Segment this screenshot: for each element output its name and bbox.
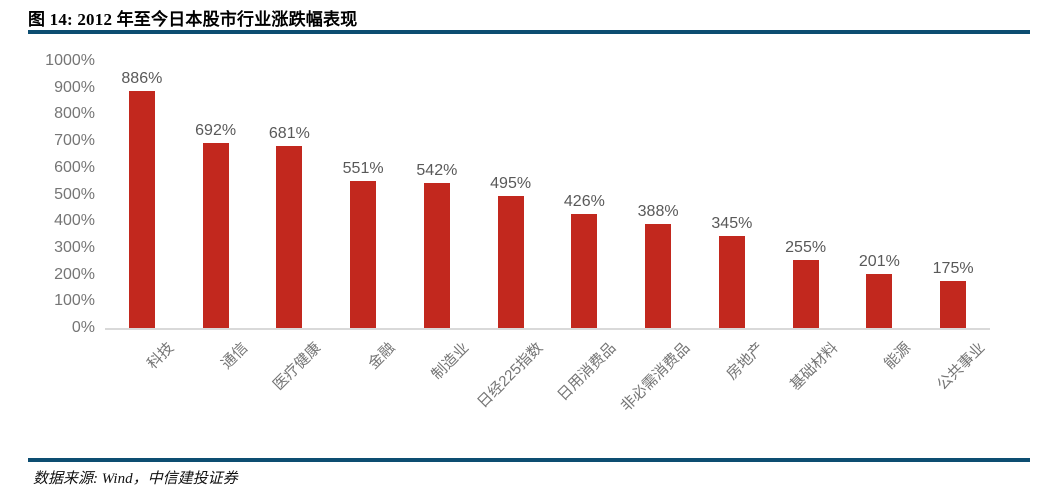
footer-rule [28, 458, 1030, 462]
x-axis-category: 公共事业 [916, 334, 990, 446]
category-label: 公共事业 [933, 339, 989, 394]
x-axis-category: 通信 [179, 334, 253, 446]
bar-value-label: 388% [637, 203, 679, 221]
x-axis-labels: 科技 通信 医疗健康 金融 制造业 日经225指数 日用消费品 非必需消费品 房地产 基础材料 能源… [105, 334, 990, 446]
y-tick-label: 100% [54, 292, 95, 310]
bar-column: 495% [474, 63, 548, 328]
bar-column: 551% [326, 63, 400, 328]
bar-value-label: 886% [121, 70, 163, 88]
category-label: 基础材料 [786, 339, 841, 394]
category-label: 通信 [217, 339, 251, 373]
category-label: 非必需消费品 [617, 339, 694, 415]
bar-value-label: 345% [711, 214, 753, 232]
bar [940, 281, 967, 328]
title-rule [28, 30, 1030, 34]
bar-value-label: 692% [195, 122, 237, 140]
bar-value-label: 542% [416, 162, 458, 180]
bar-column: 426% [548, 63, 622, 328]
bar-value-label: 551% [342, 159, 384, 177]
bar-column: 886% [105, 63, 179, 328]
bar-chart: 0% 100% 200% 300% 400% 500% 600% 700% 800% 900% 10… [45, 53, 990, 336]
y-tick-label: 1000% [45, 52, 95, 69]
y-tick-label: 400% [54, 212, 95, 230]
bar [202, 143, 229, 328]
category-label: 制造业 [428, 339, 473, 384]
x-axis-category: 制造业 [400, 334, 474, 446]
bar-value-label: 681% [268, 125, 310, 143]
x-axis-category: 非必需消费品 [617, 334, 695, 446]
bar [128, 91, 155, 328]
y-tick-label: 800% [54, 105, 95, 123]
x-axis-category: 日经225指数 [474, 334, 548, 446]
x-axis-category: 日用消费品 [548, 334, 622, 446]
bar-value-label: 175% [932, 260, 974, 278]
bar-column: 201% [843, 63, 917, 328]
bar-column: 255% [769, 63, 843, 328]
bar [423, 183, 450, 328]
bar-value-label: 495% [490, 174, 532, 192]
y-tick-label: 700% [54, 132, 95, 150]
bar-value-label: 255% [785, 238, 827, 256]
bar [645, 224, 672, 328]
y-tick-label: 600% [54, 158, 95, 176]
figure-title: 图 14: 2012 年至今日本股市行业涨跌幅表现 [28, 10, 358, 29]
y-tick-label: 0% [71, 319, 95, 336]
x-axis-category: 医疗健康 [253, 334, 327, 446]
category-label: 房地产 [723, 339, 768, 384]
bar [350, 180, 377, 328]
x-axis-category: 金融 [326, 334, 400, 446]
bar [571, 214, 598, 328]
y-tick-label: 500% [54, 185, 95, 203]
category-label: 科技 [143, 339, 178, 373]
y-tick-label: 900% [54, 78, 95, 96]
bar [497, 195, 524, 328]
bar-column: 692% [179, 63, 253, 328]
bar [866, 274, 893, 328]
x-axis-category: 房地产 [695, 334, 769, 446]
y-tick-label: 200% [54, 265, 95, 283]
bar-column: 388% [621, 63, 695, 328]
bar-column: 681% [253, 63, 327, 328]
category-label: 日经225指数 [473, 339, 546, 412]
bar-value-label: 201% [858, 253, 900, 271]
bar [792, 259, 819, 328]
bar-column: 175% [916, 63, 990, 328]
bar-value-label: 426% [563, 193, 605, 211]
x-axis-category: 基础材料 [769, 334, 843, 446]
category-label: 医疗健康 [270, 339, 325, 394]
bar-column: 542% [400, 63, 474, 328]
bar [276, 146, 303, 328]
category-label: 金融 [365, 339, 399, 373]
bar-column: 345% [695, 63, 769, 328]
category-label: 日用消费品 [554, 339, 620, 405]
x-axis-category: 能源 [843, 334, 917, 446]
category-label: 能源 [881, 339, 915, 373]
plot-area: 886% 692% 681% 551% 542% 495% 426% 388% 345% 255%… [105, 63, 990, 328]
x-axis-category: 科技 [105, 334, 179, 446]
y-tick-label: 300% [54, 238, 95, 256]
data-source: 数据来源: Wind，中信建投证券 [33, 471, 238, 487]
bar [718, 235, 745, 328]
